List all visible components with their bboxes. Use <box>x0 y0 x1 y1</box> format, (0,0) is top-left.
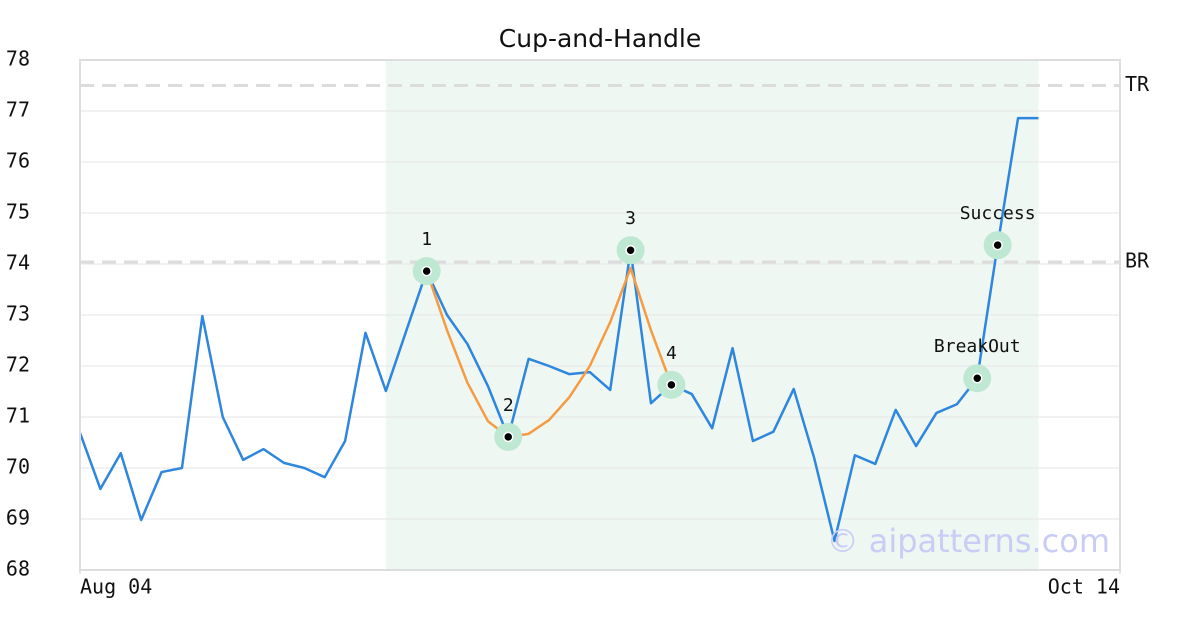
y-tick-label: 71 <box>6 404 30 428</box>
y-tick-label: 72 <box>6 353 30 377</box>
y-tick-label: 69 <box>6 506 30 530</box>
y-tick-label: 75 <box>6 200 30 224</box>
x-tick-label: Aug 04 <box>80 575 152 599</box>
y-tick-label: 73 <box>6 302 30 326</box>
point-marker <box>421 265 432 277</box>
point-label: 1 <box>421 229 432 250</box>
plot-frame <box>79 59 1121 571</box>
x-tick-label: Oct 14 <box>1048 575 1120 599</box>
y-tick-label: 77 <box>6 98 30 122</box>
point-label: Success <box>960 203 1036 224</box>
y-tick-label: 74 <box>6 251 30 275</box>
reference-label: TR <box>1125 72 1150 96</box>
point-label: 4 <box>666 343 677 364</box>
chart-title: Cup-and-Handle <box>499 24 701 53</box>
point-marker <box>625 244 636 256</box>
point-label: BreakOut <box>934 336 1021 357</box>
point-label: 2 <box>503 395 514 416</box>
point-marker <box>992 239 1003 251</box>
y-tick-label: 78 <box>6 47 30 71</box>
watermark: © aipatterns.com <box>827 522 1110 560</box>
point-label: 3 <box>625 208 636 229</box>
y-tick-label: 76 <box>6 149 30 173</box>
series-line <box>425 266 673 439</box>
reference-label: BR <box>1125 248 1150 272</box>
point-marker <box>666 379 677 391</box>
point-marker <box>972 372 983 384</box>
point-marker <box>502 431 514 443</box>
y-tick-label: 68 <box>6 557 30 581</box>
series-line <box>78 116 1039 543</box>
y-tick-label: 70 <box>6 455 30 479</box>
